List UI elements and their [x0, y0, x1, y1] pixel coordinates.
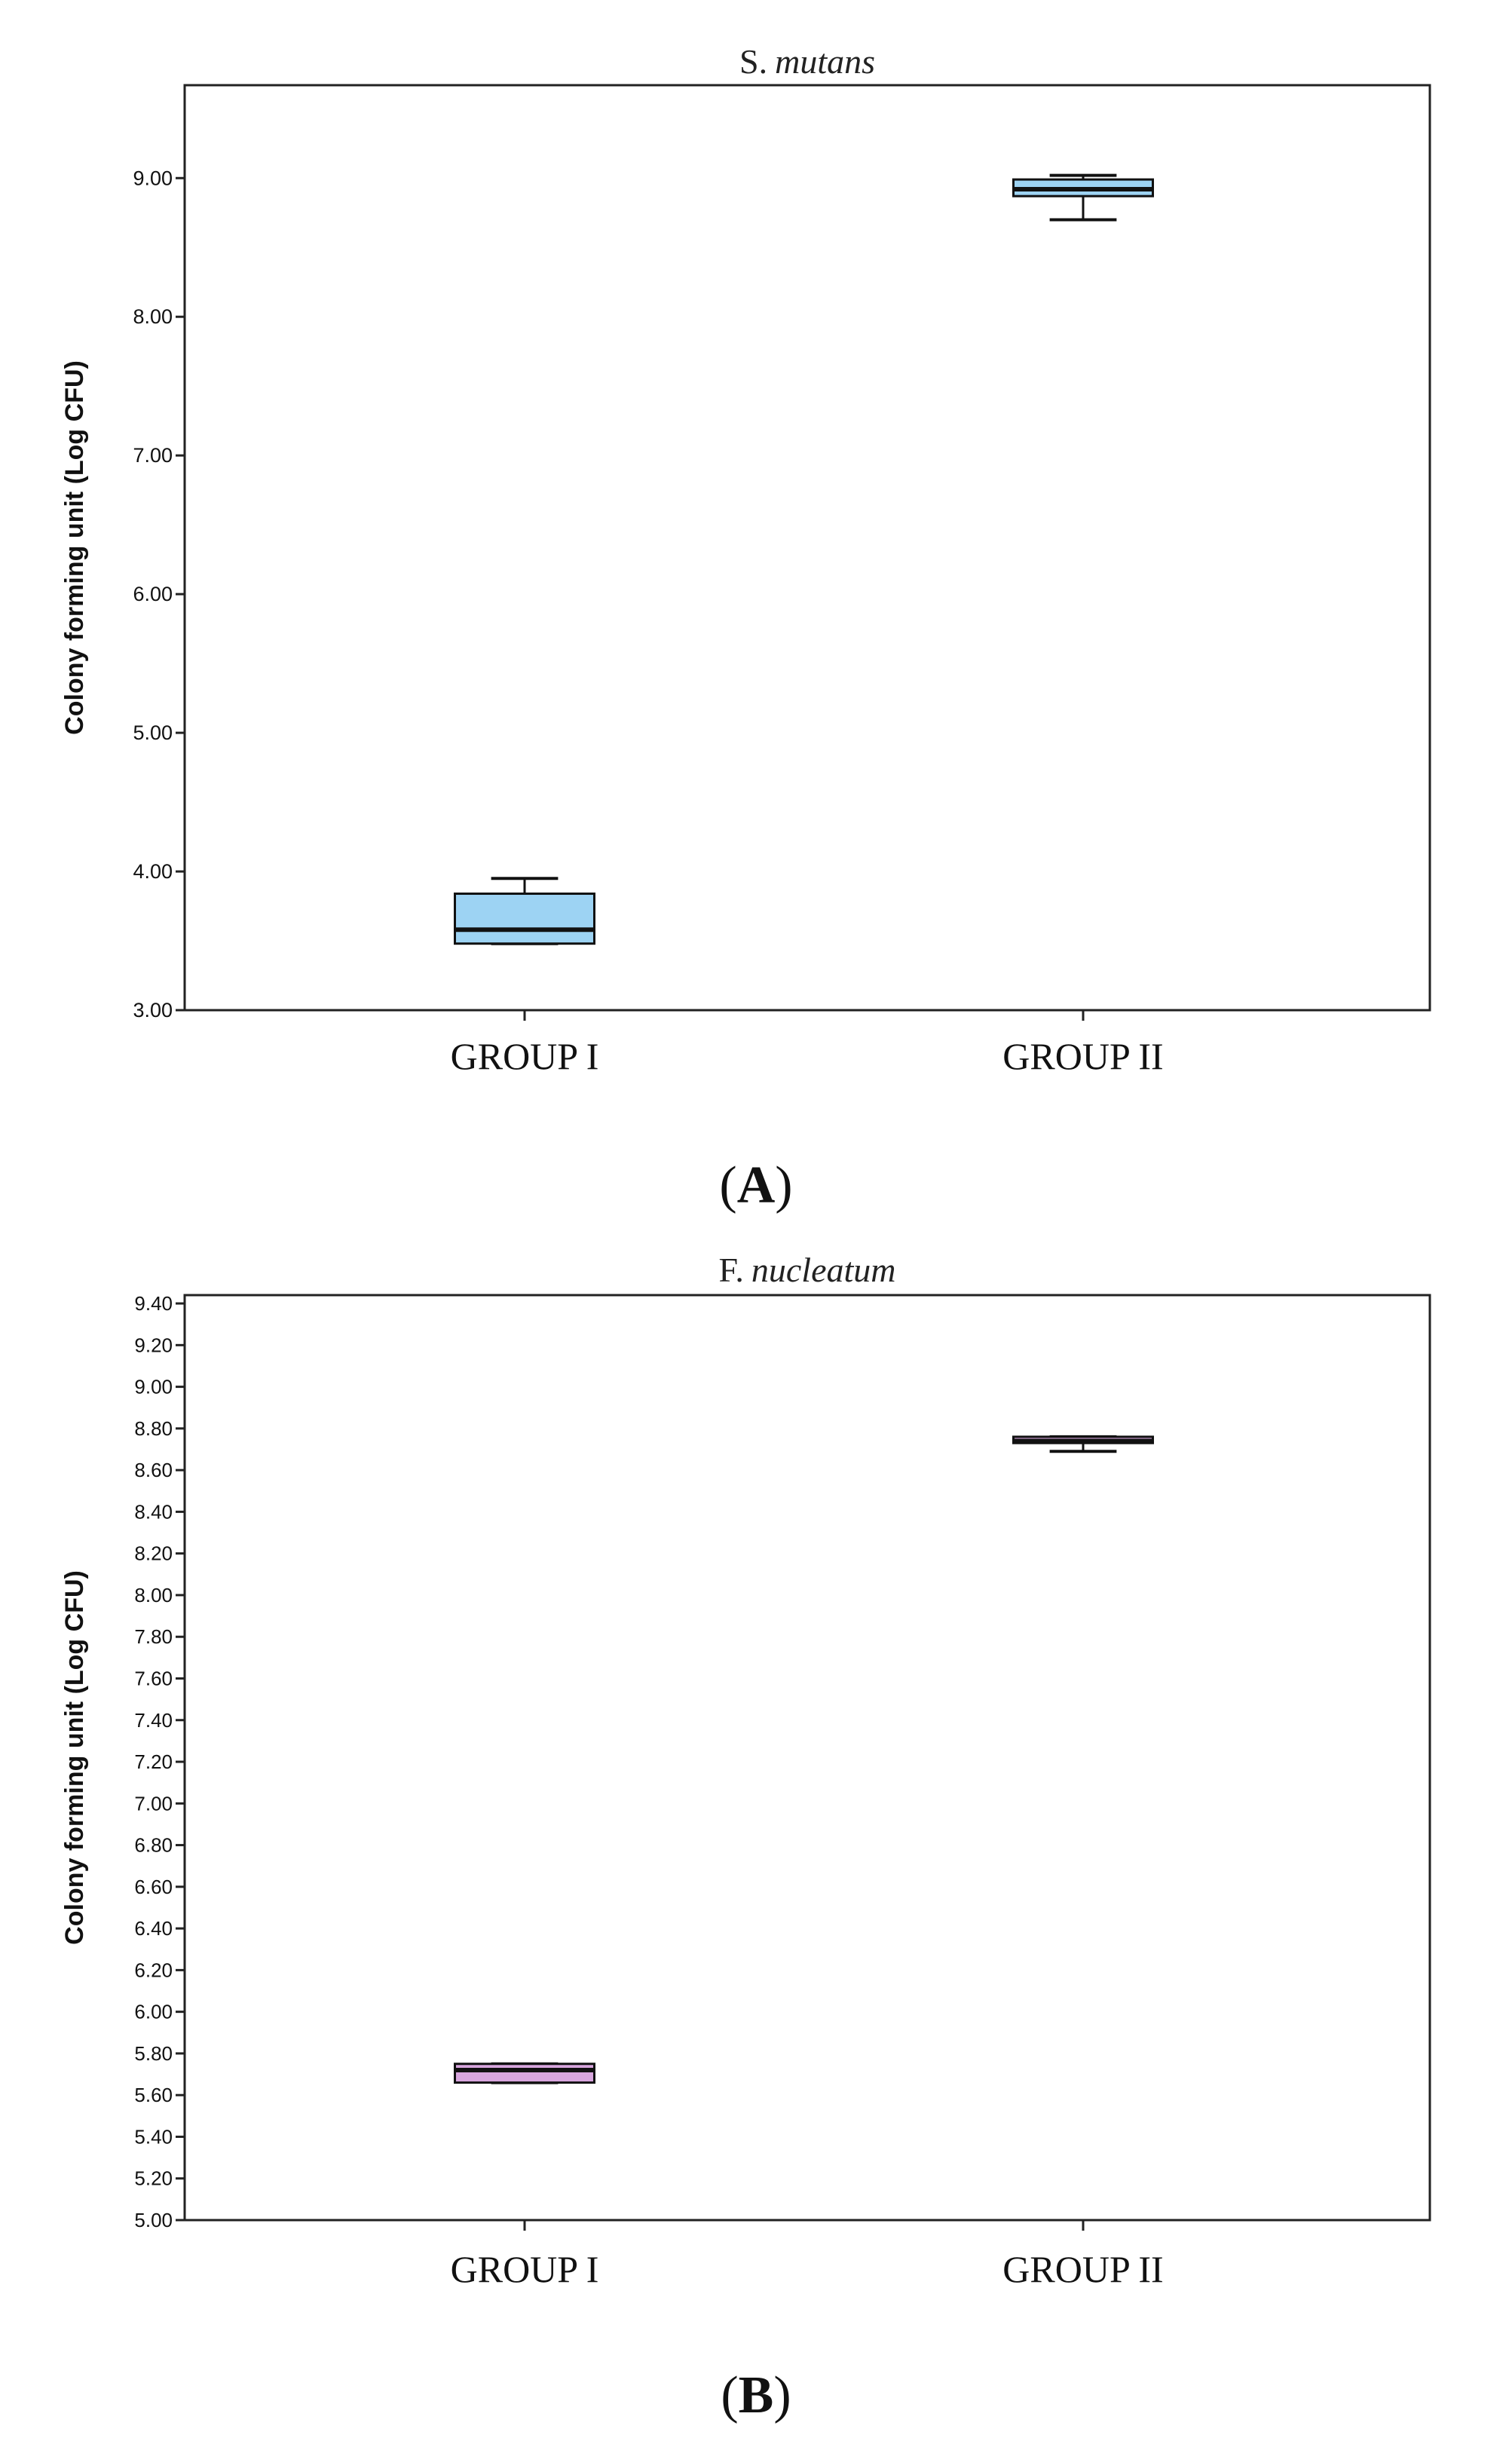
box-group-i — [454, 892, 595, 945]
y-tick-label: 7.40 — [134, 1709, 173, 1732]
box-group-i — [454, 2063, 595, 2084]
y-tick-label: 5.20 — [134, 2167, 173, 2190]
chart-title-a: S. mutans — [739, 42, 875, 81]
y-tick-label: 7.20 — [134, 1750, 173, 1773]
y-tick-label: 7.00 — [133, 444, 173, 467]
chart-title-italic: mutans — [775, 42, 875, 81]
y-tick-label: 4.00 — [133, 860, 173, 883]
chart-title-prefix: S. — [739, 42, 767, 81]
panel-label-b: (B) — [721, 2366, 791, 2424]
y-tick-label: 9.20 — [134, 1334, 173, 1356]
chart-title-prefix: F. — [718, 1251, 743, 1289]
chart-title-italic: nucleatum — [751, 1251, 896, 1289]
y-tick-label: 6.00 — [133, 583, 173, 605]
x-category-label: GROUP I — [451, 2248, 599, 2290]
y-tick-label: 6.20 — [134, 1959, 173, 1981]
y-tick-label: 9.00 — [133, 167, 173, 189]
y-tick-label: 3.00 — [133, 999, 173, 1021]
y-tick-label: 6.00 — [134, 2001, 173, 2023]
panel-letter: A — [737, 1156, 776, 1214]
y-tick-label: 9.40 — [134, 1292, 173, 1315]
y-axis-label: Colony forming unit (Log CFU) — [60, 360, 89, 735]
y-tick-label: 9.00 — [134, 1376, 173, 1398]
y-tick-label: 7.60 — [134, 1667, 173, 1689]
y-tick-label: 8.60 — [134, 1459, 173, 1481]
y-axis-label: Colony forming unit (Log CFU) — [60, 1570, 89, 1945]
chart-title-b: F. nucleatum — [718, 1251, 895, 1289]
y-tick-label: 5.00 — [133, 721, 173, 744]
y-tick-label: 5.80 — [134, 2042, 173, 2065]
y-tick-label: 5.60 — [134, 2084, 173, 2106]
y-tick-label: 8.00 — [134, 1584, 173, 1606]
x-category-label: GROUP II — [1002, 2248, 1163, 2290]
x-category-label: GROUP I — [451, 1035, 599, 1077]
y-tick-label: 6.80 — [134, 1834, 173, 1857]
y-tick-label: 7.80 — [134, 1625, 173, 1648]
y-tick-label: 6.40 — [134, 1917, 173, 1940]
y-tick-label: 6.60 — [134, 1876, 173, 1898]
x-category-label: GROUP II — [1002, 1035, 1163, 1077]
y-tick-label: 7.00 — [134, 1792, 173, 1815]
y-tick-label: 8.20 — [134, 1542, 173, 1565]
y-tick-label: 8.80 — [134, 1417, 173, 1440]
panel-letter: B — [739, 2366, 774, 2424]
y-tick-label: 8.40 — [134, 1500, 173, 1523]
y-tick-label: 5.40 — [134, 2125, 173, 2148]
y-tick-label: 8.00 — [133, 305, 173, 328]
panel-label-a: (A) — [719, 1156, 792, 1214]
plot-frame-a — [183, 84, 1431, 1012]
y-tick-label: 5.00 — [134, 2209, 173, 2231]
plot-frame-b — [183, 1294, 1431, 2222]
